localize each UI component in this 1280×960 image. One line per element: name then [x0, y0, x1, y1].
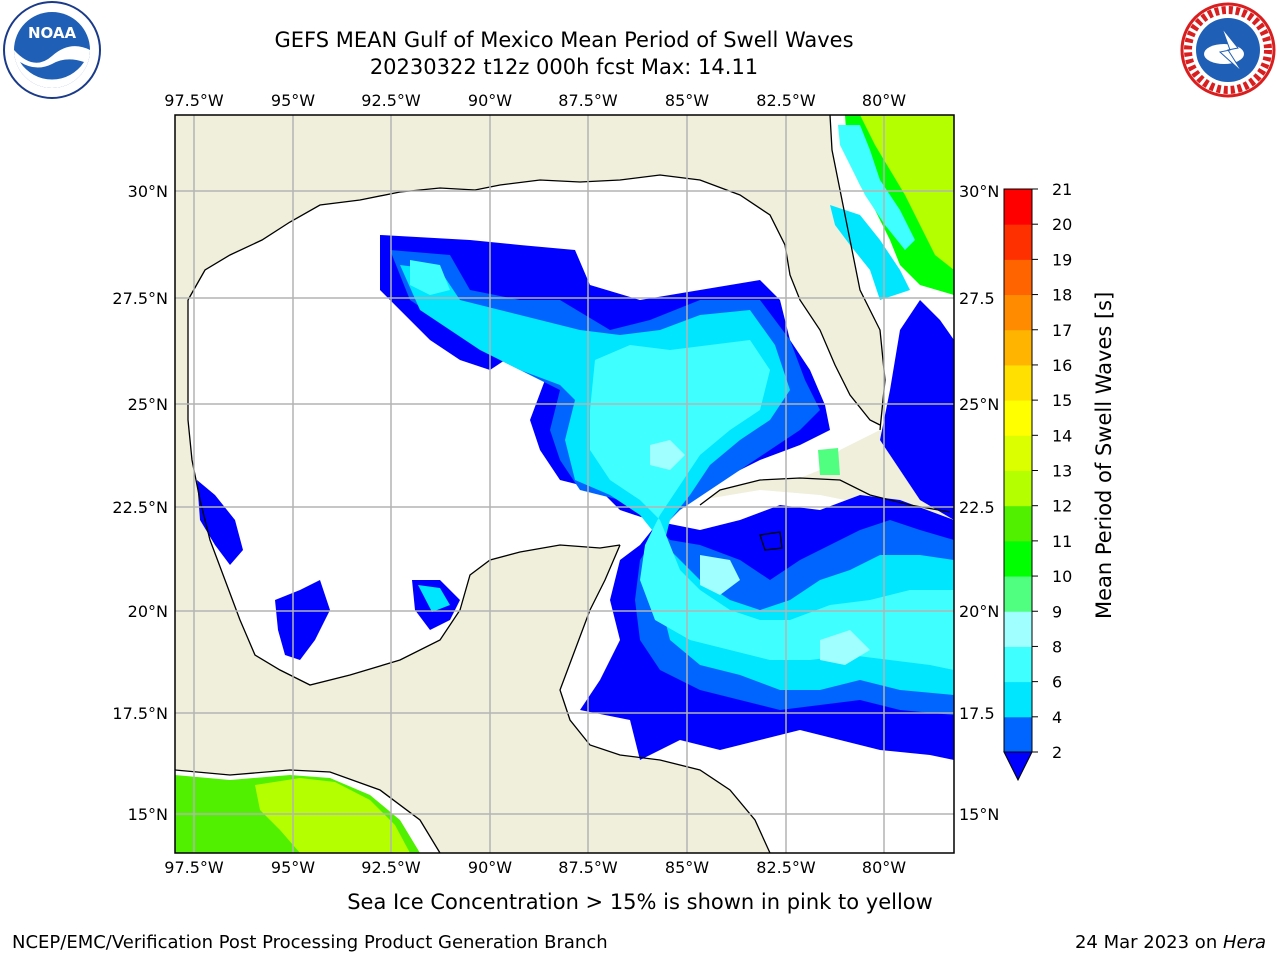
run-date-credit: 24 Mar 2023 on Hera	[1074, 932, 1266, 953]
colorbar: 2 4 6 8 9 10 11 12 13 14 15 16 17 18 19 20 21	[1003, 180, 1072, 782]
colorbar-swatch	[1004, 294, 1032, 331]
lon-labels-top: 97.5°W 95°W 92.5°W 90°W 87.5°W 85°W 82.5°W 80°W	[164, 91, 906, 110]
lon-label-top: 97.5°W	[164, 91, 224, 110]
colorbar-swatch	[1004, 435, 1032, 471]
lon-label-bottom: 80°W	[862, 858, 906, 877]
lat-label-left: 17.5°N	[112, 704, 168, 723]
noaa-logo: NOAA	[3, 1, 101, 99]
colorbar-swatch	[1004, 576, 1032, 612]
colorbar-under-arrow	[1003, 751, 1033, 782]
lon-label-bottom: 87.5°W	[558, 858, 618, 877]
colorbar-tick-label: 14	[1052, 426, 1072, 445]
colorbar-tick-label: 12	[1052, 497, 1072, 516]
contour-8-9	[650, 440, 870, 665]
colorbar-tick-label: 13	[1052, 462, 1072, 481]
lat-label-left: 20°N	[128, 602, 168, 621]
colorbar-swatch	[1004, 470, 1032, 507]
colorbar-tick-label: 16	[1052, 356, 1072, 375]
colorbar-tick-label: 19	[1052, 250, 1072, 269]
contour-patch-west-cyan	[418, 585, 450, 612]
lat-label-left: 27.5°N	[112, 289, 168, 308]
colorbar-tick-label: 6	[1052, 673, 1062, 692]
map-subtitle: 20230322 t12z 000h fcst Max: 14.11	[369, 55, 759, 79]
lat-label-right: 17.5	[959, 704, 995, 723]
lon-label-top: 80°W	[862, 91, 906, 110]
lat-label-right: 27.5	[959, 289, 995, 308]
lon-label-bottom: 85°W	[665, 858, 709, 877]
lat-label-left: 15°N	[128, 805, 168, 824]
colorbar-swatch	[1004, 400, 1032, 436]
colorbar-label: Mean Period of Swell Waves [s]	[1092, 291, 1116, 619]
lat-labels-left: 30°N 27.5°N 25°N 22.5°N 20°N 17.5°N 15°N	[112, 182, 168, 824]
colorbar-tick-label: 18	[1052, 286, 1072, 305]
lon-label-top: 90°W	[468, 91, 512, 110]
lon-label-bottom: 82.5°W	[756, 858, 816, 877]
colorbar-swatch	[1004, 224, 1032, 260]
lat-label-left: 22.5°N	[112, 498, 168, 517]
map-border	[174, 114, 955, 854]
contour-atlantic-cyan	[838, 125, 915, 250]
lat-label-left: 30°N	[128, 182, 168, 201]
colorbar-tick-label: 4	[1052, 708, 1062, 727]
lon-label-top: 82.5°W	[756, 91, 816, 110]
colorbar-tick-label: 15	[1052, 391, 1072, 410]
colorbar-tick-label: 8	[1052, 637, 1062, 656]
svg-text:NOAA: NOAA	[28, 24, 77, 42]
colorbar-tick-label: 9	[1052, 602, 1062, 621]
lat-label-right: 30°N	[959, 182, 999, 201]
lat-labels-right: 30°N 27.5 25°N 22.5 20°N 17.5 15°N	[959, 182, 999, 824]
colorbar-swatch	[1004, 611, 1032, 647]
map-frame-content	[175, 115, 954, 853]
colorbar-swatch	[1004, 646, 1032, 683]
swell-period-field	[175, 115, 954, 853]
colorbar-tick-label: 11	[1052, 532, 1072, 551]
nws-logo	[1180, 2, 1276, 98]
producer-credit: NCEP/EMC/Verification Post Processing Pr…	[12, 932, 608, 953]
map-title: GEFS MEAN Gulf of Mexico Mean Period of …	[274, 28, 854, 52]
colorbar-swatch	[1004, 189, 1032, 225]
colorbar-tick-label: 21	[1052, 180, 1072, 199]
lat-label-right: 20°N	[959, 602, 999, 621]
colorbar-swatch	[1004, 716, 1032, 753]
colorbar-tick-label: 10	[1052, 567, 1072, 586]
contour-9-10	[818, 448, 840, 475]
graticule	[175, 115, 954, 853]
sea-ice-footnote: Sea Ice Concentration > 15% is shown in …	[347, 890, 933, 914]
lon-label-bottom: 92.5°W	[361, 858, 421, 877]
colorbar-swatch	[1004, 364, 1032, 401]
colorbar-swatch	[1004, 259, 1032, 296]
lat-label-right: 22.5	[959, 498, 995, 517]
colorbar-swatch	[1004, 540, 1032, 577]
contour-6-8	[410, 260, 954, 670]
lat-label-left: 25°N	[128, 395, 168, 414]
lon-label-bottom: 90°W	[468, 858, 512, 877]
lon-label-top: 85°W	[665, 91, 709, 110]
lon-label-top: 95°W	[271, 91, 315, 110]
lat-label-right: 15°N	[959, 805, 999, 824]
lon-labels-bottom: 97.5°W 95°W 92.5°W 90°W 87.5°W 85°W 82.5°W 80°W	[164, 858, 906, 877]
lon-label-bottom: 97.5°W	[164, 858, 224, 877]
lon-label-top: 92.5°W	[361, 91, 421, 110]
colorbar-tick-label: 17	[1052, 321, 1072, 340]
colorbar-swatch	[1004, 681, 1032, 718]
lon-label-bottom: 95°W	[271, 858, 315, 877]
colorbar-tick-label: 2	[1052, 743, 1062, 762]
colorbar-swatch	[1004, 329, 1032, 366]
colorbar-tick-label: 20	[1052, 215, 1072, 234]
colorbar-swatch	[1004, 505, 1032, 542]
lon-label-top: 87.5°W	[558, 91, 618, 110]
lat-label-right: 25°N	[959, 395, 999, 414]
